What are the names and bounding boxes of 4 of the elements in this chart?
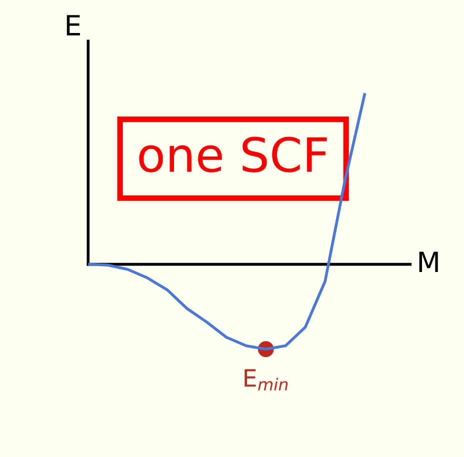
y-axis-title: E (66, 15, 80, 36)
x-axis-title: M (419, 252, 438, 272)
text: E$_{min}$ (244, 369, 288, 390)
annotation: one SCF (139, 136, 327, 172)
